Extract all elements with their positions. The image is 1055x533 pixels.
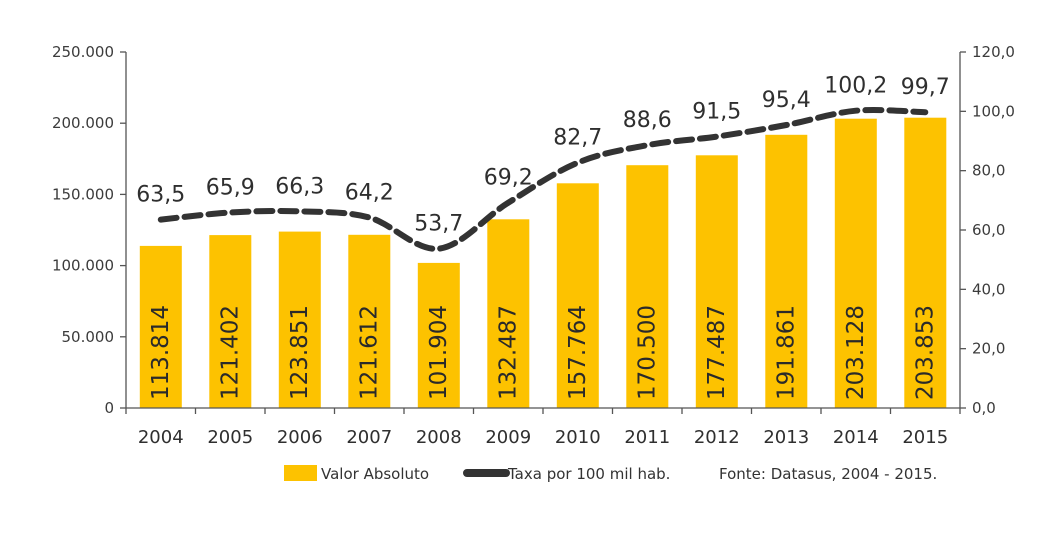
bar-2014 [834,118,877,408]
x-tick-label: 2009 [485,427,531,448]
rate-label-2011: 88,6 [623,108,672,133]
bar-2009 [487,219,530,408]
left-tick-label: 250.000 [52,43,114,61]
legend-label-bar: Valor Absoluto [321,465,429,483]
bar-2012 [695,155,738,408]
labels-layer: 63,5 65,9 66,3 64,2 53,7 69,2 82,7 88,6 91,5 95,4… [136,74,949,400]
bar-label-2005: 121.402 [217,305,243,400]
left-tick-label: 0 [104,399,114,417]
x-tick-label: 2006 [277,427,323,448]
rate-label-2012: 91,5 [692,100,741,125]
bar-2005 [209,235,252,408]
rate-label-2014: 100,2 [824,74,887,99]
right-tick-label: 0,0 [972,399,996,417]
legend: Valor Absoluto Taxa por 100 mil hab. Fon… [284,465,937,483]
right-tick-label: 60,0 [972,221,1005,239]
x-tick-label: 2011 [624,427,670,448]
bar-label-2014: 203.128 [843,305,869,400]
right-tick-label: 40,0 [972,280,1005,298]
axes-layer: 0 50.000 100.000 150.000 200.000 250.000 0,0 20… [52,43,1015,448]
left-tick-label: 100.000 [52,257,114,275]
bar-label-2013: 191.861 [773,305,799,400]
x-tick-label: 2014 [833,427,879,448]
bar-label-2009: 132.487 [495,305,521,400]
bar-label-2006: 123.851 [287,305,313,400]
bar-label-2004: 113.814 [148,305,174,400]
bar-2013 [765,134,808,409]
bar-2006 [278,231,321,408]
right-tick-label: 80,0 [972,162,1005,180]
rate-line-layer [157,107,929,252]
x-tick-label: 2010 [555,427,601,448]
right-tick-label: 100,0 [972,102,1015,120]
rate-label-2015: 99,7 [901,75,950,100]
bar-label-2011: 170.500 [634,305,660,400]
x-tick-label: 2005 [207,427,253,448]
bars-layer [139,117,947,409]
rate-label-2013: 95,4 [762,88,811,113]
bar-2008 [417,262,460,408]
x-tick-label: 2007 [346,427,392,448]
rate-label-2005: 65,9 [206,175,255,200]
rate-line [157,107,929,252]
bar-2011 [626,165,669,408]
rate-label-2006: 66,3 [275,174,324,199]
right-tick-label: 20,0 [972,340,1005,358]
bar-label-2007: 121.612 [356,305,382,400]
source-note: Fonte: Datasus, 2004 - 2015. [719,465,937,483]
rate-label-2009: 69,2 [484,166,533,191]
x-tick-label: 2015 [902,427,948,448]
rate-label-2007: 64,2 [345,181,394,206]
bar-label-2012: 177.487 [704,305,730,400]
left-tick-label: 150.000 [52,185,114,203]
left-tick-label: 200.000 [52,114,114,132]
bar-label-2010: 157.764 [565,305,591,400]
rate-label-2010: 82,7 [553,126,602,151]
bar-2010 [556,183,599,408]
rate-label-2008: 53,7 [414,212,463,237]
legend-label-line: Taxa por 100 mil hab. [507,465,670,483]
right-tick-label: 120,0 [972,43,1015,61]
bar-2004 [139,245,182,408]
rate-label-2004: 63,5 [136,183,185,208]
bar-label-2015: 203.853 [912,305,938,400]
bar-2007 [348,234,391,408]
x-tick-label: 2013 [763,427,809,448]
left-tick-label: 50.000 [62,328,115,346]
bar-label-2008: 101.904 [426,305,452,400]
x-tick-label: 2004 [138,427,184,448]
bar-2015 [904,117,947,408]
x-tick-label: 2012 [694,427,740,448]
legend-swatch-bar [284,465,317,481]
x-tick-label: 2008 [416,427,462,448]
